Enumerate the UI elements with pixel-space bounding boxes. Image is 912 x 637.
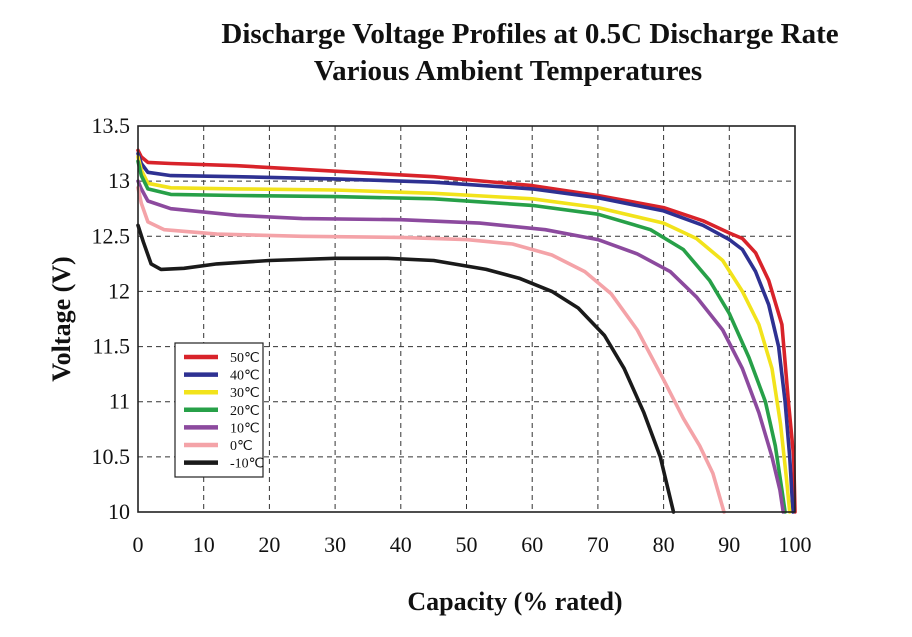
chart-title: Discharge Voltage Profiles at 0.5C Disch…: [221, 18, 838, 50]
series-layer: [136, 148, 797, 514]
x-ticks: 0 10 20 30 40 50 60 70 80 90 100: [133, 532, 812, 557]
legend-label: 10℃: [230, 421, 260, 436]
x-tick-label: 90: [718, 532, 740, 557]
plot-frame: [137, 125, 796, 513]
x-tick-label: 10: [193, 532, 215, 557]
legend-label: 50℃: [230, 351, 260, 366]
legend-label: -10℃: [230, 457, 264, 472]
chart-subtitle: Various Ambient Temperatures: [314, 55, 702, 87]
y-tick-label: 13.5: [92, 113, 131, 138]
x-tick-label: 40: [390, 532, 412, 557]
x-tick-label: 50: [456, 532, 478, 557]
x-tick-label: 70: [587, 532, 609, 557]
legend-label: 0℃: [230, 439, 253, 454]
legend: 50℃ 40℃ 30℃ 20℃ 10℃ 0℃ -10℃: [174, 342, 264, 478]
y-axis-title: Voltage (V): [47, 256, 76, 381]
x-tick-label: 30: [324, 532, 346, 557]
y-tick-label: 12.5: [92, 223, 131, 248]
series-line-3: [136, 159, 787, 514]
legend-label: 20℃: [230, 404, 260, 419]
x-tick-label: 0: [133, 532, 144, 557]
series-line-1: [136, 151, 795, 514]
y-tick-label: 10.5: [92, 444, 131, 469]
x-tick-label: 60: [521, 532, 543, 557]
series-line-6: [136, 223, 676, 514]
y-tick-label: 10: [108, 499, 130, 524]
series-line-2: [136, 155, 792, 514]
series-line-0: [136, 148, 797, 514]
y-tick-label: 12: [108, 278, 130, 303]
legend-items: 50℃ 40℃ 30℃ 20℃ 10℃ 0℃ -10℃: [184, 351, 264, 472]
series-line-5: [136, 186, 726, 514]
legend-label: 30℃: [230, 386, 260, 401]
y-ticks: 10 10.5 11 11.5 12 12.5 13 13.5: [92, 113, 131, 524]
x-axis-title: Capacity (% rated): [407, 587, 622, 616]
x-tick-label: 20: [258, 532, 280, 557]
y-tick-label: 11: [109, 389, 130, 414]
legend-label: 40℃: [230, 369, 260, 384]
x-tick-label: 100: [779, 532, 812, 557]
y-tick-label: 13: [108, 168, 130, 193]
y-tick-label: 11.5: [92, 334, 130, 359]
x-tick-label: 80: [653, 532, 675, 557]
series-line-4: [136, 179, 785, 514]
